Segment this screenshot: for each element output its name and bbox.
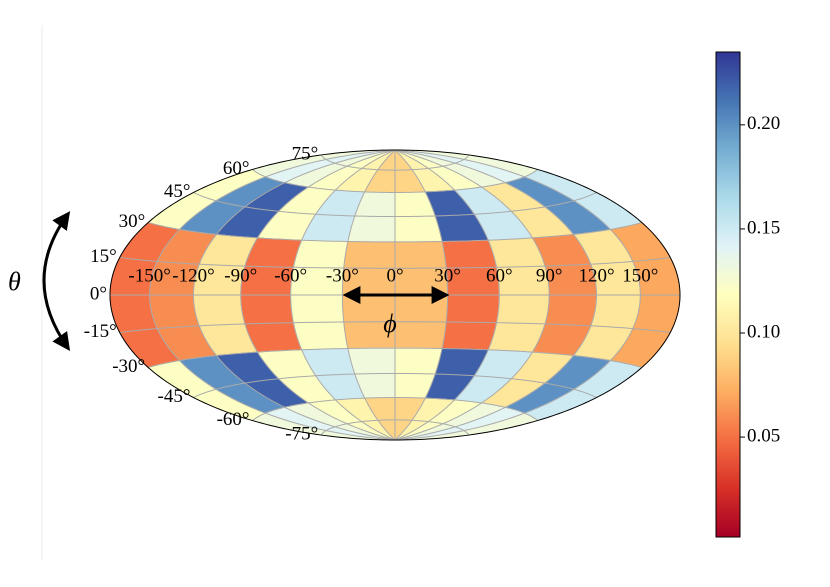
grid-line <box>252 397 538 421</box>
x-tick-label: 60° <box>486 265 513 286</box>
x-tick-label: -150° <box>128 265 170 286</box>
y-tick-label: -30° <box>112 356 145 377</box>
y-tick-label: -15° <box>84 321 117 342</box>
colorbar-tick-label: 0.20 <box>747 113 780 134</box>
y-tick-label: 45° <box>164 181 191 202</box>
x-tick-label: -90° <box>224 265 257 286</box>
grid <box>109 149 681 441</box>
x-tick-label: 0° <box>386 265 403 286</box>
grid-line <box>320 419 470 436</box>
grid-line <box>193 372 597 398</box>
x-tick-label: 90° <box>536 265 563 286</box>
grid-line <box>320 154 470 171</box>
colorbar-ticks: 0.05 0.10 0.15 0.20 <box>740 113 780 446</box>
theta-arrow <box>42 211 71 351</box>
map-outline <box>109 149 681 441</box>
phi-label: ϕ <box>383 309 396 338</box>
colorbar-tick-label: 0.15 <box>747 217 780 238</box>
grid-line <box>148 347 642 368</box>
y-tick-label: -75° <box>285 423 318 444</box>
colorbar <box>715 51 741 538</box>
x-tick-label: -30° <box>326 265 359 286</box>
x-tick-label: -120° <box>172 265 214 286</box>
y-tick-label: 15° <box>90 246 117 267</box>
grid-line <box>252 169 538 193</box>
grid-line <box>148 222 642 243</box>
y-tick-label: -60° <box>217 409 250 430</box>
x-tick-label: 120° <box>578 265 614 286</box>
x-tick-label: 30° <box>434 265 461 286</box>
grid-line <box>119 321 671 334</box>
x-tick-label: -60° <box>274 265 307 286</box>
colorbar-tick-label: 0.05 <box>747 425 780 446</box>
y-tick-label: 75° <box>292 143 319 164</box>
y-tick-label: 30° <box>119 211 146 232</box>
colorbar-tick-label: 0.10 <box>747 321 780 342</box>
grid-line <box>119 256 671 269</box>
grid-line <box>193 192 597 218</box>
x-tick-label: 150° <box>622 265 658 286</box>
y-tick-label: 0° <box>90 283 107 304</box>
y-tick-label: -45° <box>158 386 191 407</box>
y-tick-label: 60° <box>223 158 250 179</box>
theta-label: θ <box>8 267 21 296</box>
tick-labels: -150° -120° -90° -60° -30° 0° 30° 60° 90° 120° 150… <box>84 143 659 444</box>
